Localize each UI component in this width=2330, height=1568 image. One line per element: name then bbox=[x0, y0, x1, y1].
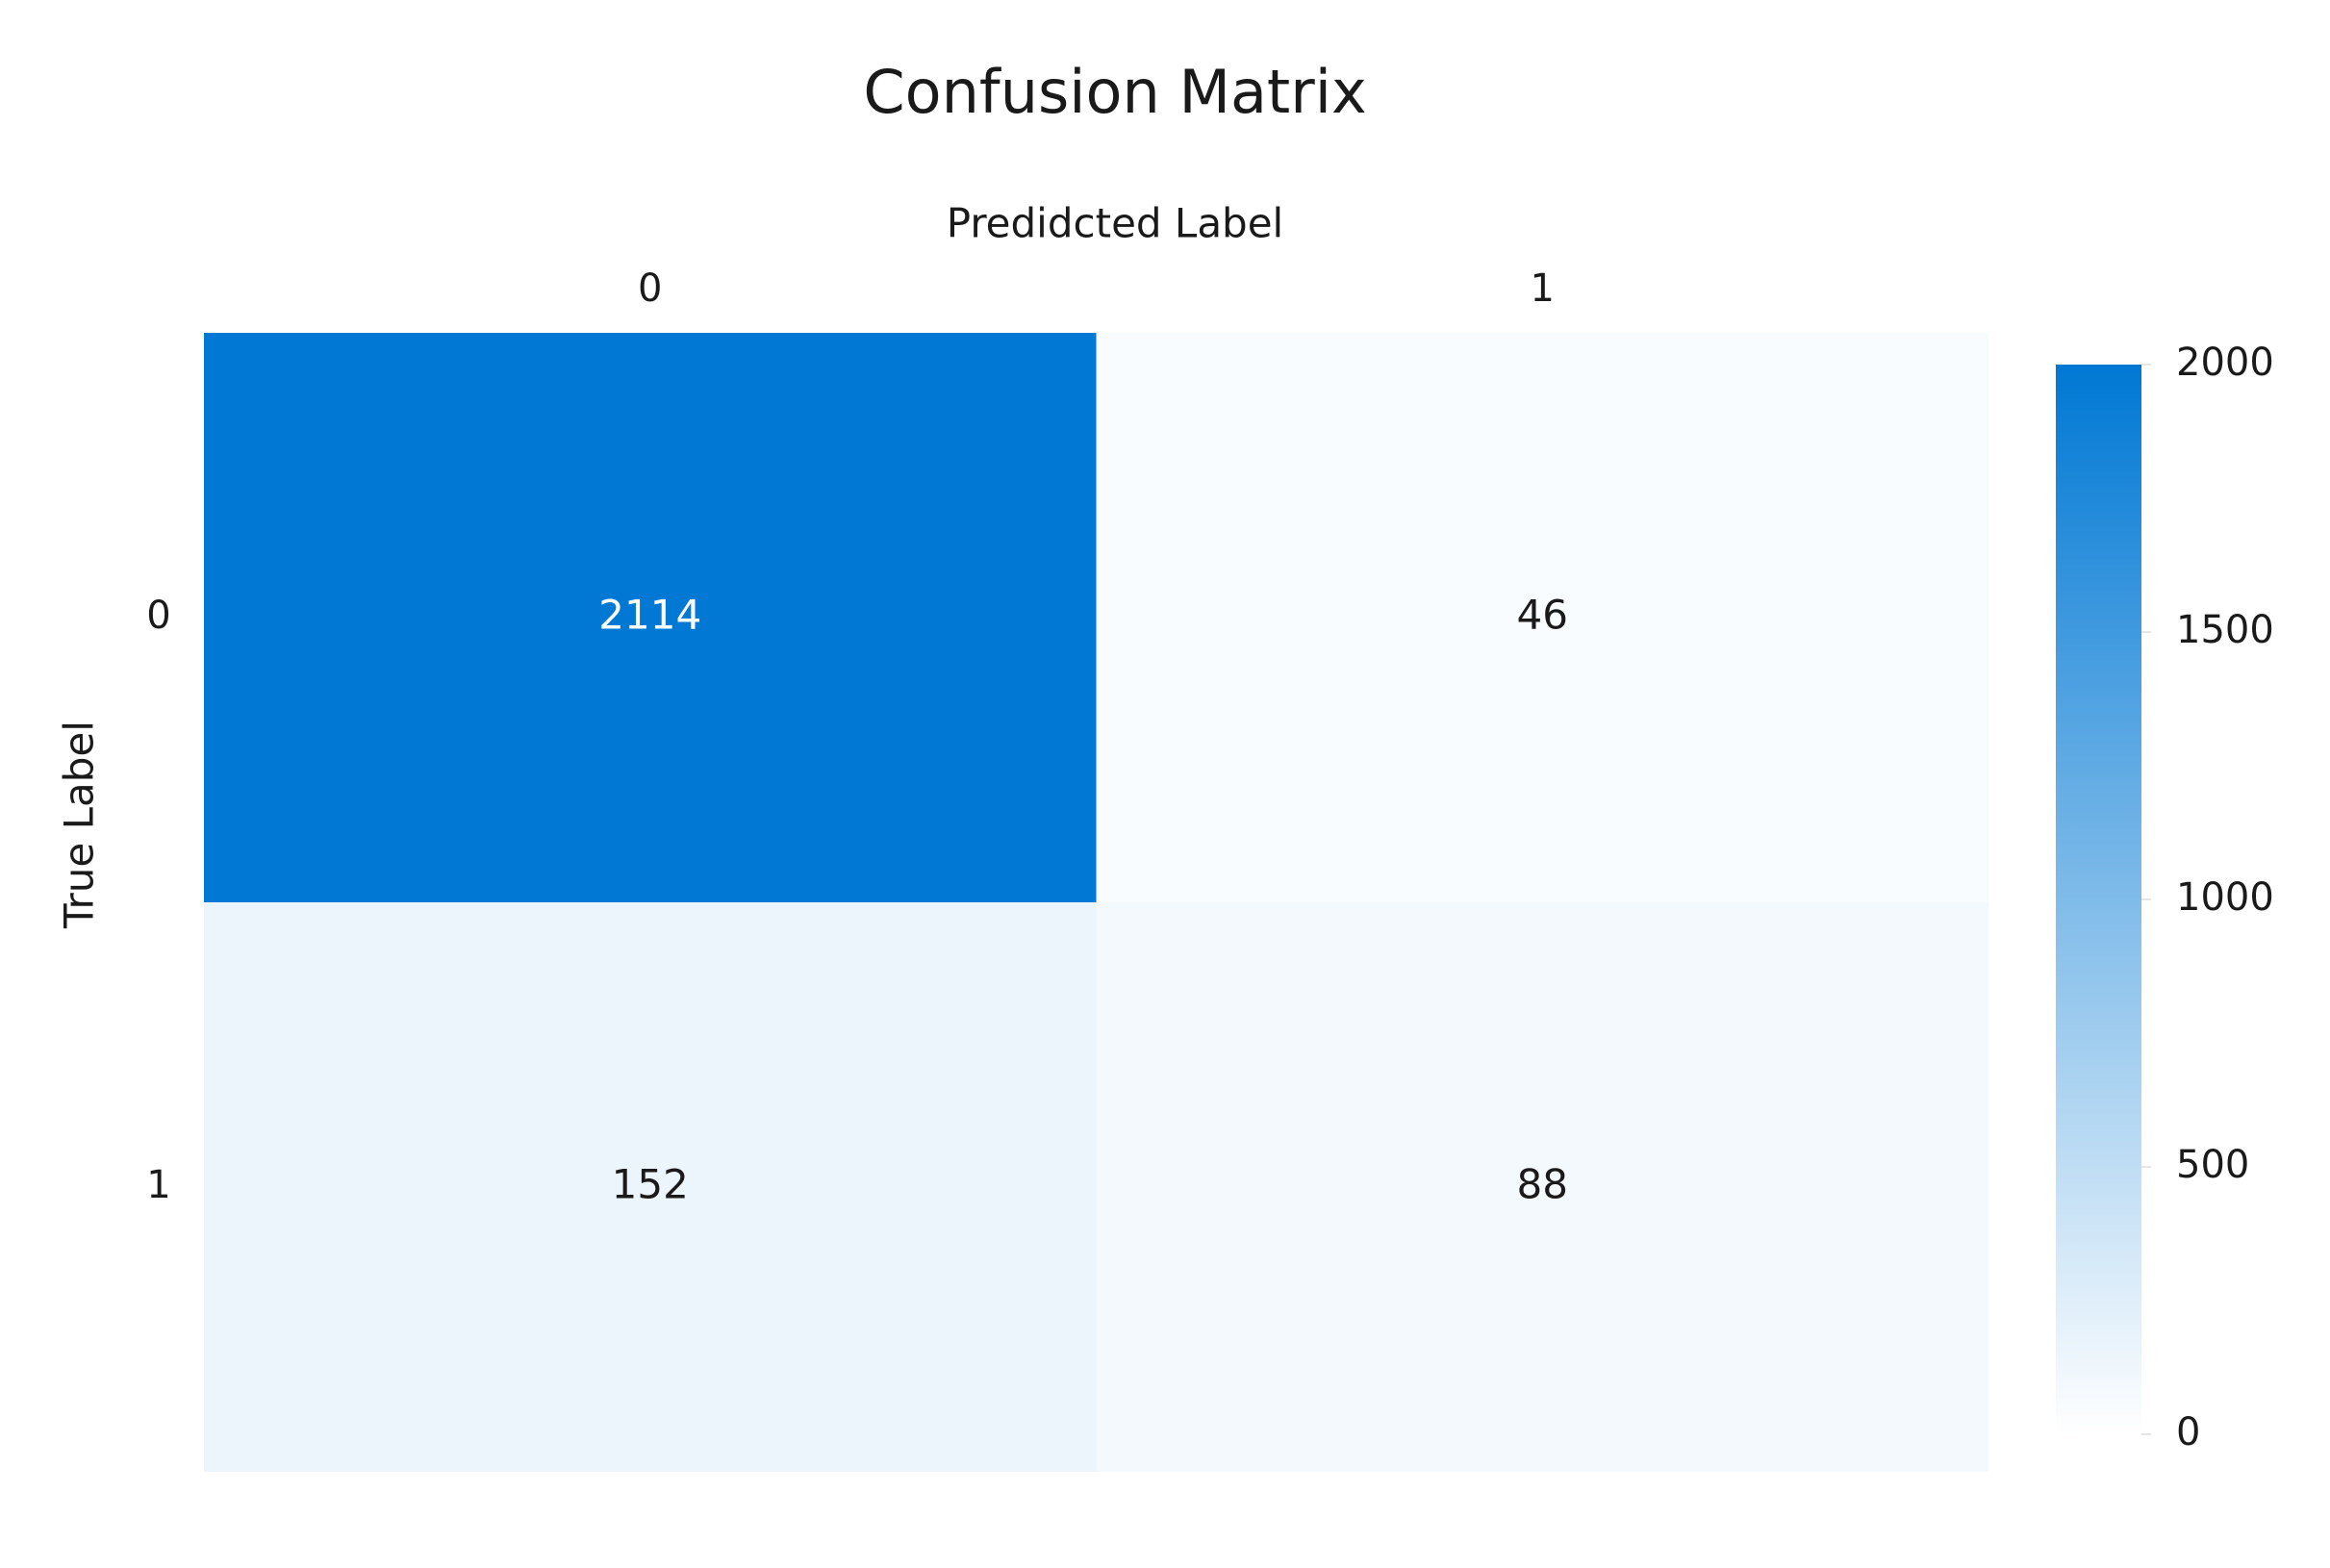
heatmap-cell bbox=[204, 902, 1097, 1472]
heatmap-cell bbox=[1096, 902, 1988, 1472]
cell-value-label: 88 bbox=[1517, 1161, 1568, 1208]
colorbar-tick-label: 2000 bbox=[2176, 341, 2274, 385]
cell-value-label: 152 bbox=[612, 1161, 689, 1208]
chart-title: Confusion Matrix bbox=[863, 57, 1366, 127]
colorbar-tick-label: 500 bbox=[2176, 1143, 2249, 1187]
heatmap-cell bbox=[204, 333, 1097, 902]
y-tick-label: 0 bbox=[146, 594, 170, 638]
colorbar-tick-label: 0 bbox=[2176, 1410, 2200, 1454]
heatmap-cell bbox=[1096, 333, 1988, 902]
colorbar bbox=[2056, 365, 2141, 1434]
x-tick-label: 0 bbox=[638, 266, 662, 311]
x-axis-label: Predidcted Label bbox=[947, 200, 1283, 247]
cell-value-label: 46 bbox=[1517, 592, 1568, 639]
colorbar-tick-label: 1000 bbox=[2176, 875, 2274, 920]
y-axis-label: True Label bbox=[56, 721, 103, 929]
colorbar-tick-label: 1500 bbox=[2176, 608, 2274, 652]
y-tick-label: 1 bbox=[146, 1163, 170, 1207]
cell-value-label: 2114 bbox=[598, 592, 701, 639]
x-tick-label: 1 bbox=[1531, 266, 1555, 311]
